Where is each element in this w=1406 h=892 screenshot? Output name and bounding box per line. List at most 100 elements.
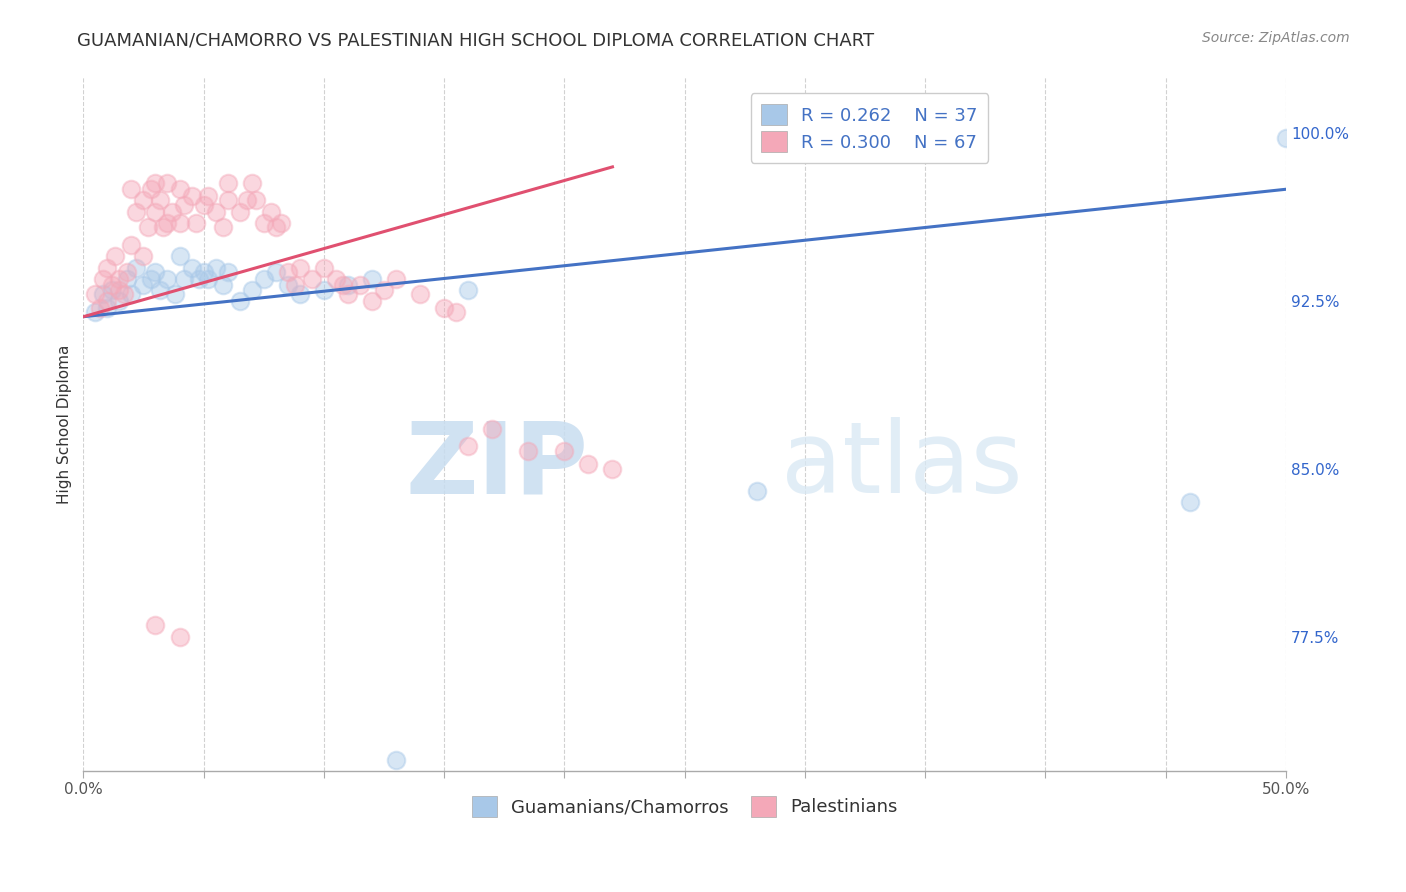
- Point: [336, 287, 359, 301]
- Point: [349, 278, 371, 293]
- Point: [96, 294, 118, 309]
- Point: [115, 271, 138, 285]
- Point: [180, 260, 202, 275]
- Point: [602, 462, 624, 476]
- Point: [103, 249, 125, 263]
- Point: [115, 265, 138, 279]
- Point: [112, 287, 135, 301]
- Point: [136, 220, 159, 235]
- Point: [284, 278, 307, 293]
- Point: [101, 283, 124, 297]
- Point: [84, 287, 107, 301]
- Point: [260, 204, 283, 219]
- Point: [217, 176, 239, 190]
- Point: [96, 260, 118, 275]
- Point: [1275, 131, 1298, 145]
- Point: [204, 204, 226, 219]
- Point: [245, 194, 267, 208]
- Point: [173, 198, 195, 212]
- Point: [108, 283, 131, 297]
- Point: [132, 249, 155, 263]
- Point: [186, 216, 208, 230]
- Point: [312, 260, 335, 275]
- Point: [332, 278, 354, 293]
- Point: [120, 287, 142, 301]
- Point: [149, 283, 172, 297]
- Point: [264, 220, 287, 235]
- Point: [149, 194, 172, 208]
- Point: [336, 278, 359, 293]
- Point: [163, 287, 186, 301]
- Point: [361, 294, 384, 309]
- Text: atlas: atlas: [780, 417, 1022, 514]
- Point: [152, 220, 174, 235]
- Point: [125, 260, 148, 275]
- Point: [385, 752, 408, 766]
- Point: [270, 216, 292, 230]
- Point: [264, 265, 287, 279]
- Point: [253, 271, 276, 285]
- Point: [217, 194, 239, 208]
- Point: [91, 271, 114, 285]
- Point: [156, 176, 179, 190]
- Point: [204, 260, 226, 275]
- Point: [288, 287, 311, 301]
- Point: [301, 271, 323, 285]
- Point: [193, 198, 215, 212]
- Point: [1178, 495, 1201, 509]
- Point: [409, 287, 432, 301]
- Point: [240, 283, 263, 297]
- Point: [108, 271, 131, 285]
- Point: [433, 301, 456, 315]
- Point: [325, 271, 347, 285]
- Point: [361, 271, 384, 285]
- Point: [96, 301, 118, 315]
- Point: [125, 204, 148, 219]
- Point: [145, 265, 167, 279]
- Point: [169, 182, 191, 196]
- Point: [89, 301, 111, 315]
- Point: [180, 189, 202, 203]
- Point: [197, 189, 219, 203]
- Point: [385, 271, 408, 285]
- Point: [517, 443, 540, 458]
- Point: [228, 204, 250, 219]
- Point: [457, 439, 479, 453]
- Text: Source: ZipAtlas.com: Source: ZipAtlas.com: [1202, 31, 1350, 45]
- Point: [139, 182, 162, 196]
- Point: [444, 305, 467, 319]
- Point: [91, 287, 114, 301]
- Point: [193, 265, 215, 279]
- Point: [132, 194, 155, 208]
- Point: [217, 265, 239, 279]
- Point: [120, 238, 142, 252]
- Point: [169, 216, 191, 230]
- Point: [312, 283, 335, 297]
- Point: [156, 271, 179, 285]
- Point: [120, 182, 142, 196]
- Point: [84, 305, 107, 319]
- Point: [156, 216, 179, 230]
- Point: [240, 176, 263, 190]
- Point: [277, 265, 299, 279]
- Point: [578, 458, 600, 472]
- Point: [481, 421, 503, 435]
- Point: [553, 443, 575, 458]
- Text: GUAMANIAN/CHAMORRO VS PALESTINIAN HIGH SCHOOL DIPLOMA CORRELATION CHART: GUAMANIAN/CHAMORRO VS PALESTINIAN HIGH S…: [77, 31, 875, 49]
- Point: [457, 283, 479, 297]
- Point: [187, 271, 209, 285]
- Point: [139, 271, 162, 285]
- Point: [288, 260, 311, 275]
- Point: [132, 278, 155, 293]
- Point: [211, 220, 233, 235]
- Point: [373, 283, 395, 297]
- Point: [228, 294, 250, 309]
- Y-axis label: High School Diploma: High School Diploma: [58, 344, 72, 504]
- Point: [169, 249, 191, 263]
- Point: [173, 271, 195, 285]
- Point: [745, 484, 768, 499]
- Point: [277, 278, 299, 293]
- Point: [253, 216, 276, 230]
- Point: [169, 630, 191, 644]
- Point: [145, 618, 167, 632]
